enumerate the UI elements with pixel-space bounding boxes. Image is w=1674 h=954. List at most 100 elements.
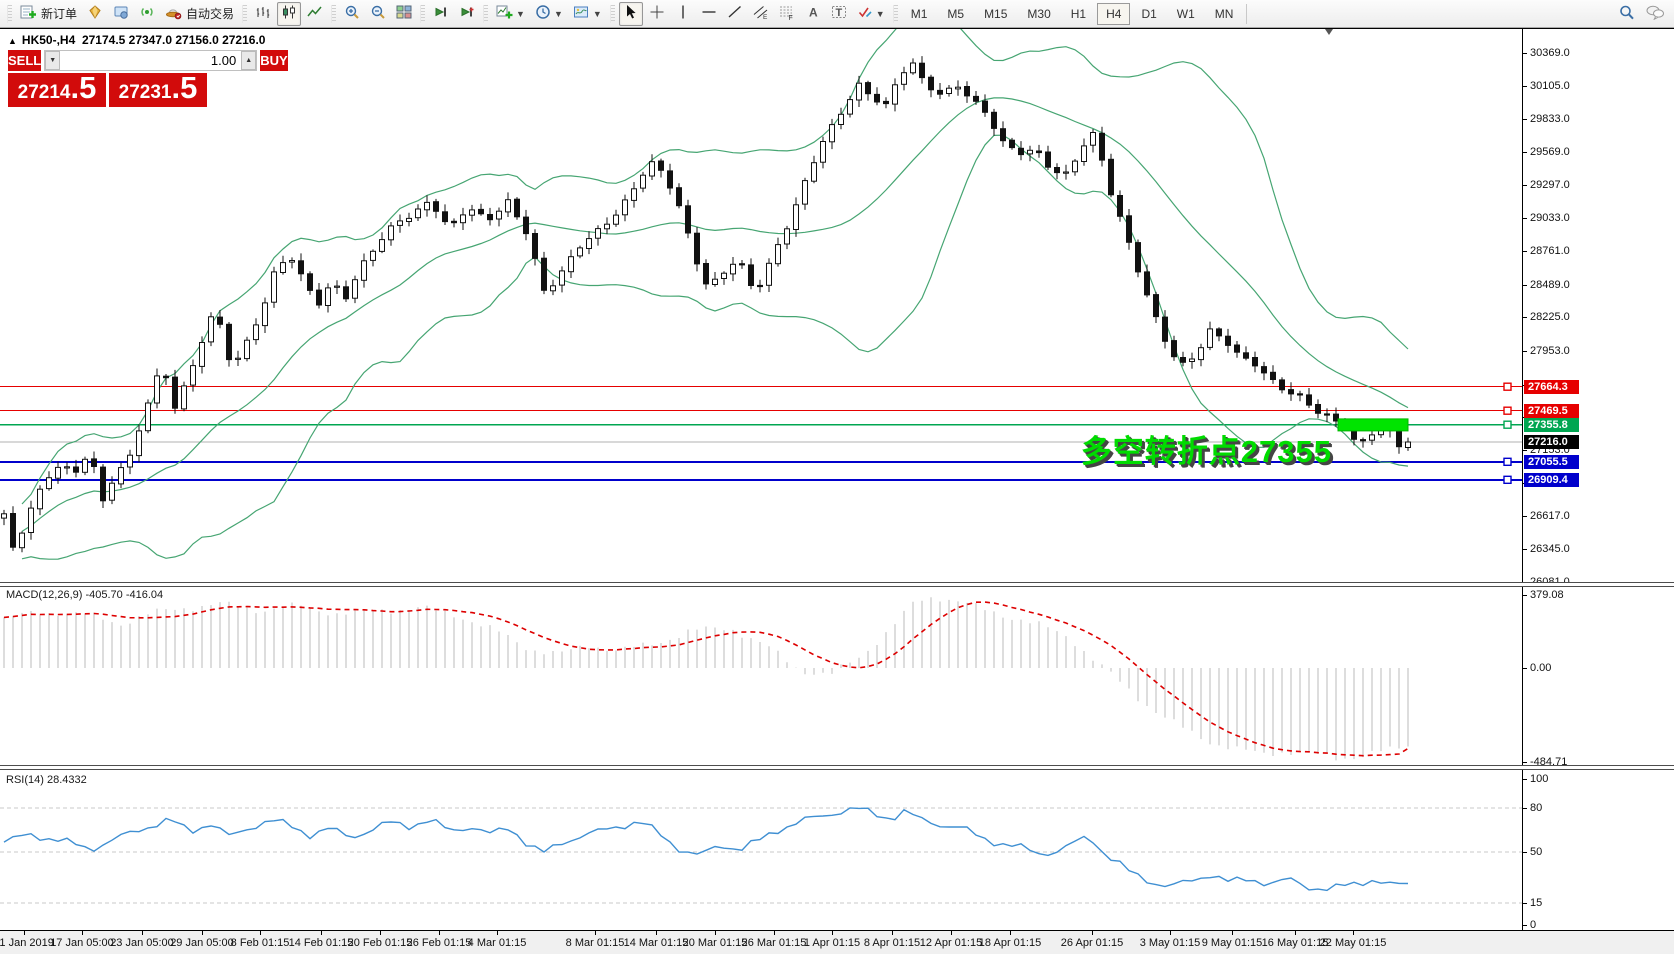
toolbar-grip[interactable] bbox=[420, 4, 426, 23]
turning-point-annotation[interactable]: 多空转折点27355 bbox=[1080, 434, 1332, 469]
search-button[interactable] bbox=[1614, 2, 1639, 26]
sell-price-display[interactable]: 27214 .5 bbox=[8, 72, 106, 107]
toolbar-grip[interactable] bbox=[331, 4, 337, 23]
zoom-in-button[interactable] bbox=[340, 2, 364, 26]
trendline-button[interactable] bbox=[723, 2, 747, 26]
toolbar-grip[interactable] bbox=[7, 4, 12, 23]
sell-button[interactable]: SELL bbox=[8, 50, 42, 71]
rsi-axis-tick: 100 bbox=[1530, 773, 1549, 785]
autotrading-button[interactable]: 自动交易 bbox=[161, 2, 238, 26]
level-line-handle[interactable] bbox=[1503, 406, 1512, 415]
template-icon bbox=[573, 4, 590, 23]
templates-button[interactable]: ▼ bbox=[569, 2, 606, 26]
toolbar-grip[interactable] bbox=[242, 4, 248, 23]
toolbar-grip[interactable] bbox=[609, 4, 615, 23]
zoom-out-icon bbox=[370, 4, 386, 23]
chart-shift-button[interactable] bbox=[455, 2, 479, 26]
metaeditor-button[interactable] bbox=[83, 2, 107, 26]
pane-separator[interactable] bbox=[0, 765, 1674, 770]
macd-signal-line bbox=[3, 601, 1409, 757]
rsi-pane-canvas[interactable] bbox=[0, 770, 1522, 930]
timeframe-h1-button[interactable]: H1 bbox=[1070, 6, 1087, 21]
price-axis-tick: 29033.0 bbox=[1530, 212, 1570, 224]
bar-chart-button[interactable] bbox=[251, 2, 275, 26]
chart-shift-marker[interactable] bbox=[1325, 29, 1333, 35]
time-axis-label: 8 Apr 01:15 bbox=[863, 937, 921, 949]
periods-button[interactable]: ▼ bbox=[531, 2, 567, 26]
chevron-down-icon: ▼ bbox=[553, 8, 563, 19]
panel-collapse-arrow[interactable]: ▲ bbox=[8, 36, 17, 46]
level-price-label: 27355.8 bbox=[1524, 418, 1579, 432]
timeframe-mn-button[interactable]: MN bbox=[1214, 6, 1234, 21]
level-line-handle[interactable] bbox=[1503, 420, 1512, 429]
candlestick-chart-button[interactable] bbox=[277, 1, 302, 26]
crosshair-icon bbox=[649, 4, 665, 23]
market-depth-button[interactable] bbox=[109, 2, 133, 26]
timeframe-w1-button[interactable]: W1 bbox=[1176, 6, 1195, 21]
crosshair-button[interactable] bbox=[645, 2, 669, 26]
level-line-handle[interactable] bbox=[1503, 382, 1512, 391]
macd-axis-tick: 0.00 bbox=[1530, 662, 1552, 674]
time-axis-label: 16 May 01:15 bbox=[1261, 937, 1329, 949]
price-axis-tick: 28489.0 bbox=[1530, 279, 1570, 291]
arrows-button[interactable]: ▼ bbox=[853, 2, 889, 26]
timeframe-m15-button[interactable]: M15 bbox=[984, 6, 1008, 21]
text-label-button[interactable]: T bbox=[827, 2, 851, 26]
volume-box: ▼ ▲ bbox=[44, 50, 258, 71]
macd-pane-canvas[interactable] bbox=[0, 587, 1522, 765]
chart-shift-icon bbox=[459, 4, 475, 23]
time-axis[interactable]: 11 Jan 2019 17 Jan 05:00 23 Jan 05:00 29 Ja… bbox=[0, 930, 1674, 954]
arrows-icon bbox=[857, 4, 873, 23]
timeframe-h4-button[interactable]: H4 bbox=[1097, 2, 1131, 25]
indicators-button[interactable]: ▼ bbox=[492, 2, 529, 26]
time-axis-label: 14 Feb 01:15 bbox=[288, 937, 354, 949]
time-axis-label: 8 Feb 01:15 bbox=[230, 937, 290, 949]
signals-button[interactable] bbox=[135, 2, 159, 26]
horizontal-line-button[interactable] bbox=[697, 2, 721, 26]
price-axis[interactable]: 30369.0 30105.0 29833.0 29569.0 29297.0 29033… bbox=[1522, 29, 1674, 931]
volume-decrease-button[interactable]: ▼ bbox=[45, 51, 61, 70]
new-order-button[interactable]: 新订单 bbox=[16, 2, 81, 26]
toolbar-grip[interactable] bbox=[892, 4, 898, 23]
bollinger-middle-band[interactable] bbox=[21, 97, 1409, 532]
buy-price-fraction: .5 bbox=[171, 70, 198, 105]
volume-increase-button[interactable]: ▲ bbox=[241, 51, 257, 70]
new-order-button-label: 新订单 bbox=[41, 7, 78, 21]
time-axis-label: 9 May 01:15 bbox=[1201, 937, 1263, 949]
toolbar-grip[interactable] bbox=[483, 4, 489, 23]
line-chart-button[interactable] bbox=[303, 2, 327, 26]
buy-button[interactable]: BUY bbox=[260, 50, 288, 71]
vline-icon bbox=[675, 4, 691, 23]
pane-separator[interactable] bbox=[0, 582, 1674, 587]
rsi-indicator-label: RSI(14) 28.4332 bbox=[6, 774, 87, 786]
price-axis-tick: 29297.0 bbox=[1530, 179, 1570, 191]
volume-input[interactable] bbox=[60, 51, 242, 70]
ohlc-values: 27174.5 27347.0 27156.0 27216.0 bbox=[81, 33, 266, 47]
chat-button[interactable] bbox=[1641, 2, 1669, 26]
bollinger-upper-band[interactable] bbox=[21, 29, 1409, 505]
price-axis-tick: 28761.0 bbox=[1530, 245, 1570, 257]
main-chart-canvas[interactable] bbox=[0, 29, 1522, 583]
zoom-out-button[interactable] bbox=[366, 2, 390, 26]
timeframe-d1-button[interactable]: D1 bbox=[1141, 6, 1157, 21]
buy-price-display[interactable]: 27231 .5 bbox=[109, 70, 207, 107]
timeframe-m5-button[interactable]: M5 bbox=[947, 6, 965, 21]
level-line-handle[interactable] bbox=[1503, 457, 1512, 466]
timeframe-m30-button[interactable]: M30 bbox=[1027, 6, 1051, 21]
tile-windows-button[interactable] bbox=[392, 2, 416, 26]
level-line-handle[interactable] bbox=[1503, 475, 1512, 484]
timeframe-m1-button[interactable]: M1 bbox=[910, 6, 928, 21]
turning-point-highlight-box[interactable] bbox=[1337, 418, 1409, 432]
time-axis-label: 3 May 01:15 bbox=[1139, 937, 1201, 949]
gem-icon bbox=[87, 4, 103, 23]
chevron-down-icon: ▼ bbox=[516, 8, 525, 19]
monitor-icon bbox=[113, 4, 129, 23]
cursor-button[interactable] bbox=[618, 1, 643, 26]
fibonacci-button[interactable]: F bbox=[775, 2, 799, 26]
vertical-line-button[interactable] bbox=[671, 2, 695, 26]
auto-scroll-button[interactable] bbox=[429, 2, 453, 26]
cursor-icon bbox=[623, 4, 639, 23]
rsi-axis-tick: 50 bbox=[1530, 846, 1543, 858]
text-button[interactable]: A bbox=[801, 2, 825, 26]
equidistant-channel-button[interactable]: E bbox=[749, 2, 773, 26]
